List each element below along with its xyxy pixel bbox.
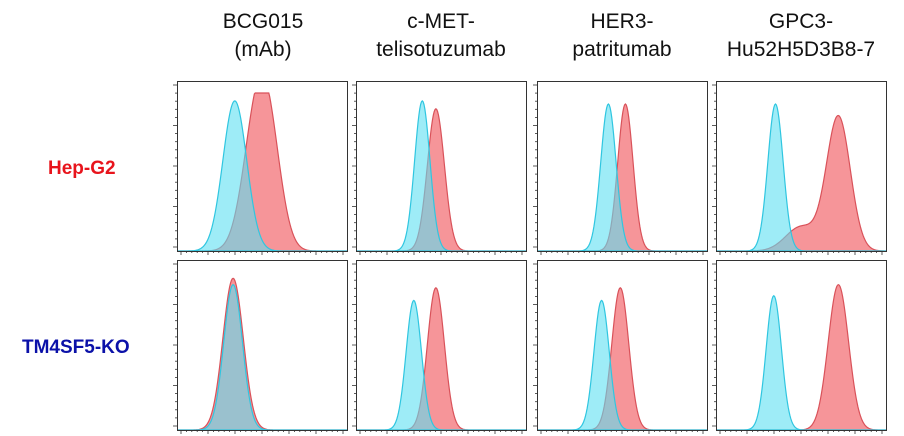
stained-histogram: [537, 287, 707, 430]
panel-frame: [716, 81, 887, 252]
stained-histogram: [716, 114, 886, 251]
control-histogram: [716, 294, 886, 430]
panel-frame: [356, 81, 527, 252]
histogram-panel: [173, 81, 348, 255]
row-label-hep-g2: Hep-G2: [48, 158, 116, 179]
histogram-panel: [352, 81, 527, 255]
column-header-line1: c-MET-: [407, 10, 475, 33]
panel-frame: [177, 81, 348, 252]
control-histogram: [177, 100, 347, 251]
column-header-gpc3: GPC3- Hu52H5D3B8-7: [716, 8, 886, 64]
column-header-line2: (mAb): [234, 38, 292, 61]
column-header-c-met: c-MET- telisotuzumab: [356, 8, 526, 64]
histogram-panel: [712, 81, 887, 255]
column-header-line2: telisotuzumab: [376, 38, 506, 61]
histogram-panel: [173, 260, 348, 434]
control-histogram: [356, 299, 526, 430]
stained-histogram: [177, 92, 347, 251]
column-header-bcg015: BCG015 (mAb): [178, 8, 348, 64]
control-histogram: [537, 103, 707, 251]
stained-histogram: [356, 108, 526, 251]
column-header-line1: BCG015: [222, 10, 304, 33]
column-header-her3: HER3- patritumab: [537, 8, 707, 64]
histogram-panel: [533, 260, 708, 434]
panel-frame: [716, 260, 887, 431]
column-header-line2: Hu52H5D3B8-7: [726, 38, 876, 61]
stained-histogram: [356, 287, 526, 430]
control-histogram: [356, 100, 526, 251]
stained-histogram: [537, 103, 707, 251]
panel-frame: [537, 81, 708, 252]
histogram-panel: [712, 260, 887, 434]
control-histogram: [716, 103, 886, 251]
column-header-line2: patritumab: [572, 38, 672, 61]
stained-histogram: [177, 277, 347, 430]
histogram-panel: [352, 260, 527, 434]
panel-frame: [177, 260, 348, 431]
row-label-tm4sf5-ko: TM4SF5-KO: [22, 337, 130, 358]
column-header-line1: HER3-: [590, 10, 654, 33]
histogram-panel: [533, 81, 708, 255]
panel-frame: [537, 260, 708, 431]
stained-histogram: [716, 283, 886, 430]
control-histogram: [177, 283, 347, 430]
control-histogram: [537, 299, 707, 430]
panel-frame: [356, 260, 527, 431]
column-header-line1: GPC3-: [768, 10, 834, 33]
